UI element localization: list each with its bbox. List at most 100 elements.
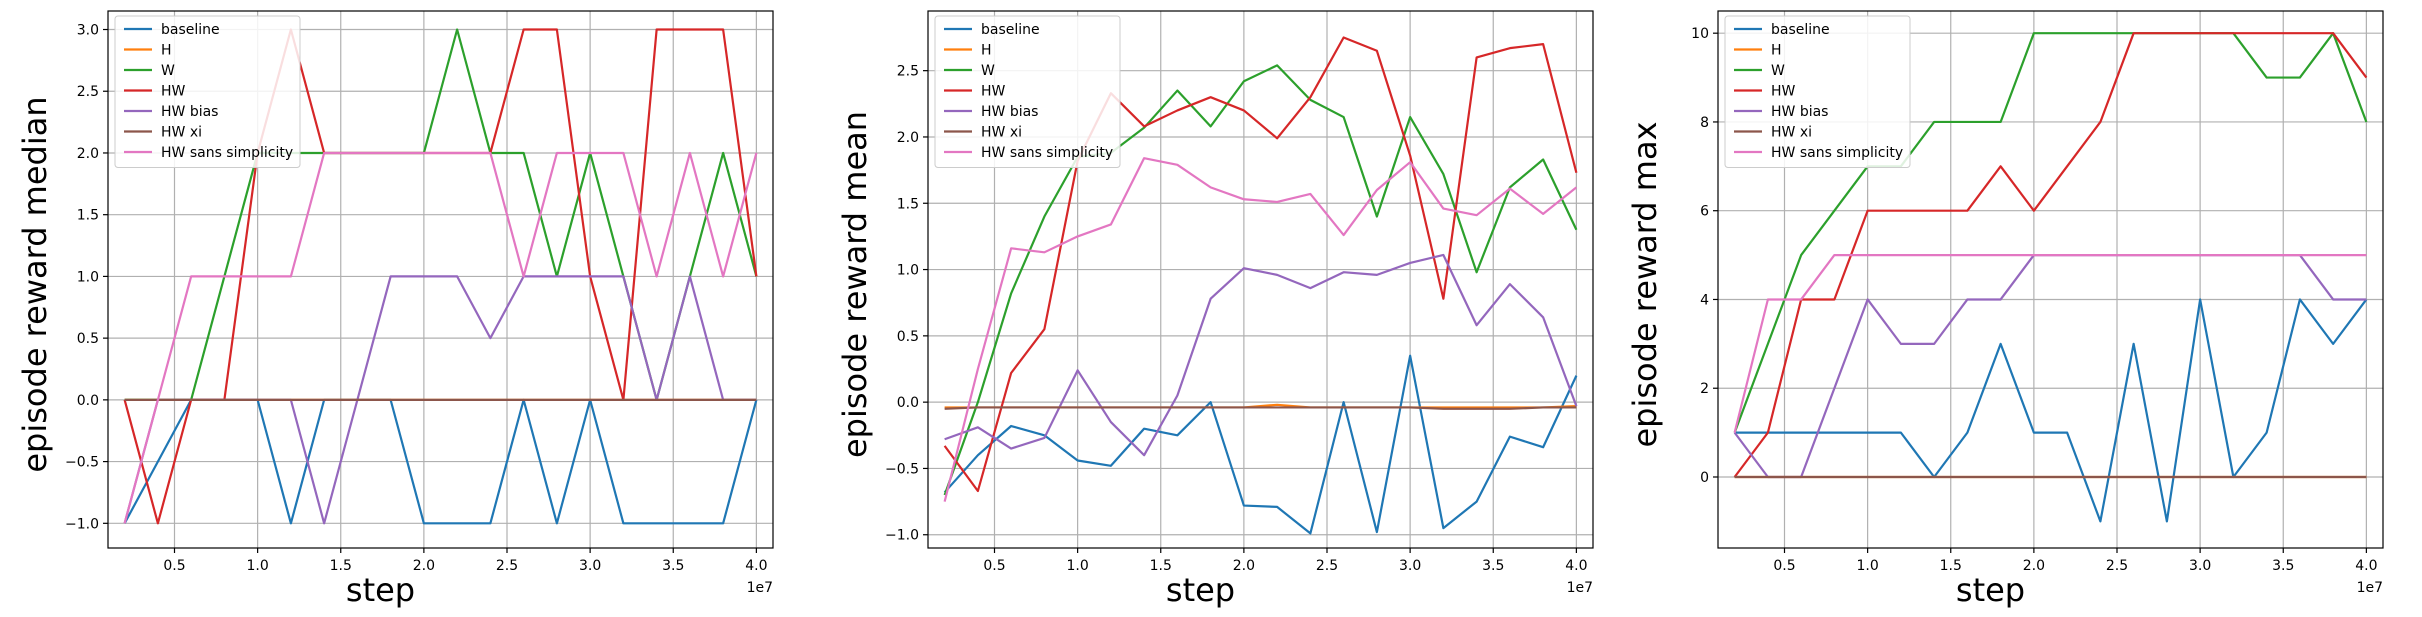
chart-panel-2: 0.5 1.0 1.5 2.0 2.5 3.0 3.5 4.0 −1.0 −0.5 0.0 0.5 1.… [836,10,1594,609]
x-tick-label: 2.5 [2106,558,2128,574]
legend-label: HW bias [161,104,218,120]
x-tick-label: 0.5 [163,558,185,574]
legend-box [1724,15,1911,168]
legend-label: HW sans simplicity [161,145,293,161]
y-tick-label: 1.5 [77,208,99,224]
x-tick-label: 3.5 [662,558,684,574]
legend-label: HW [981,84,1006,100]
series-line-hw [943,36,1578,493]
x-offset-label: 1e7 [2357,580,2383,596]
y-tick-label: 0.5 [77,331,99,347]
y-tick-label: −1.0 [65,516,99,532]
x-tick-label: 1.5 [330,558,352,574]
y-tick-label: 0.0 [897,395,919,411]
x-tick-label: 3.0 [1399,558,1421,574]
legend-label: HW xi [161,125,202,141]
x-axis-label: step [1166,571,1235,609]
legend-label: H [981,43,992,59]
y-tick-label: 8 [1700,115,1709,131]
y-tick-label: 0.5 [897,329,919,345]
y-tick-label: 0 [1700,470,1709,486]
x-tick-label: 2.0 [413,558,435,574]
y-tick-label: 1.0 [897,263,919,279]
plot-frame [1717,10,2384,549]
series-line-hw-sans-simplicity [1733,253,2367,433]
legend-label: W [1771,63,1785,79]
legend-label: baseline [161,22,220,38]
x-tick-label: 1.5 [1940,558,1962,574]
chart-panel-1: 0.5 1.0 1.5 2.0 2.5 3.0 3.5 4.0 −1.0 −0.5 0.0 0.5 1.… [16,10,774,609]
legend-label: baseline [1771,22,1830,38]
series-line-hw-bias [1733,253,2367,479]
x-tick-label: 0.5 [983,558,1005,574]
x-axis-label: step [346,571,415,609]
legend-label: HW bias [1771,104,1828,120]
series-line-w [943,64,1578,496]
y-tick-label: 2.5 [897,64,919,80]
plot-frame [107,10,774,549]
y-tick-label: 2.0 [77,146,99,162]
x-tick-label: 1.0 [1066,558,1088,574]
y-tick-label: −0.5 [65,455,99,471]
legend-box [114,15,301,168]
y-tick-label: 10 [1691,26,1709,42]
legend-label: HW bias [981,104,1038,120]
x-tick-label: 2.5 [496,558,518,574]
x-tick-label: 2.0 [1233,558,1255,574]
x-tick-label: 3.0 [579,558,601,574]
legend-box [934,15,1121,168]
y-tick-label: 1.5 [897,196,919,212]
y-tick-label: 1.0 [77,269,99,285]
series-line-hw-sans-simplicity [123,151,758,524]
y-tick-label: 4 [1700,292,1709,308]
x-tick-label: 4.0 [745,558,767,574]
legend-label: baseline [981,22,1040,38]
x-tick-label: 0.5 [1773,558,1795,574]
x-tick-label: 4.0 [1565,558,1587,574]
x-tick-label: 1.0 [1856,558,1878,574]
legend-label: HW sans simplicity [1771,145,1903,161]
series-line-hw-sans-simplicity [943,157,1578,502]
y-tick-label: 6 [1700,204,1709,220]
x-tick-label: 3.0 [2189,558,2211,574]
legend-label: HW [161,84,186,100]
x-tick-label: 2.5 [1316,558,1338,574]
y-tick-label: 0.0 [77,393,99,409]
y-tick-label: 2.5 [77,84,99,100]
series-line-w [1733,32,2368,433]
x-offset-label: 1e7 [747,580,773,596]
x-tick-label: 3.5 [1482,558,1504,574]
x-axis-label: step [1956,571,2025,609]
legend-label: HW xi [981,125,1022,141]
y-axis-label: episode reward median [16,96,54,472]
legend: baseline HW HW HW bias HW xi HW sans simplici… [114,15,301,168]
legend-label: H [1771,43,1782,59]
y-tick-label: 2.0 [897,130,919,146]
legend-label: W [981,63,995,79]
legend-label: HW sans simplicity [981,145,1113,161]
y-tick-label: 3.0 [77,23,99,39]
series-line-baseline [1734,298,2368,523]
y-tick-label: 2 [1700,381,1709,397]
x-tick-label: 3.5 [2272,558,2294,574]
series-line-hw-bias [944,253,1578,457]
series-line-hw-xi [944,406,1577,410]
legend-label: HW xi [1771,125,1812,141]
y-axis-label: episode reward mean [836,111,874,458]
y-axis-label: episode reward max [1626,121,1664,447]
legend-label: W [161,63,175,79]
x-offset-label: 1e7 [1567,580,1593,596]
plot-frame [927,10,1594,549]
x-tick-label: 1.0 [246,558,268,574]
legend: baseline HW HW HW bias HW xi HW sans simplici… [1724,15,1911,168]
chart-panel-3: 0.5 1.0 1.5 2.0 2.5 3.0 3.5 4.0 0 2 4 6 8 10 1e7 step ep… [1626,10,2384,609]
x-tick-label: 1.5 [1150,558,1172,574]
y-tick-label: −1.0 [885,528,919,544]
legend-label: H [161,43,172,59]
series-line-baseline [943,354,1578,535]
legend-label: HW [1771,84,1796,100]
x-tick-label: 4.0 [2355,558,2377,574]
x-tick-label: 2.0 [2023,558,2045,574]
series-line-hw [1733,32,2368,478]
